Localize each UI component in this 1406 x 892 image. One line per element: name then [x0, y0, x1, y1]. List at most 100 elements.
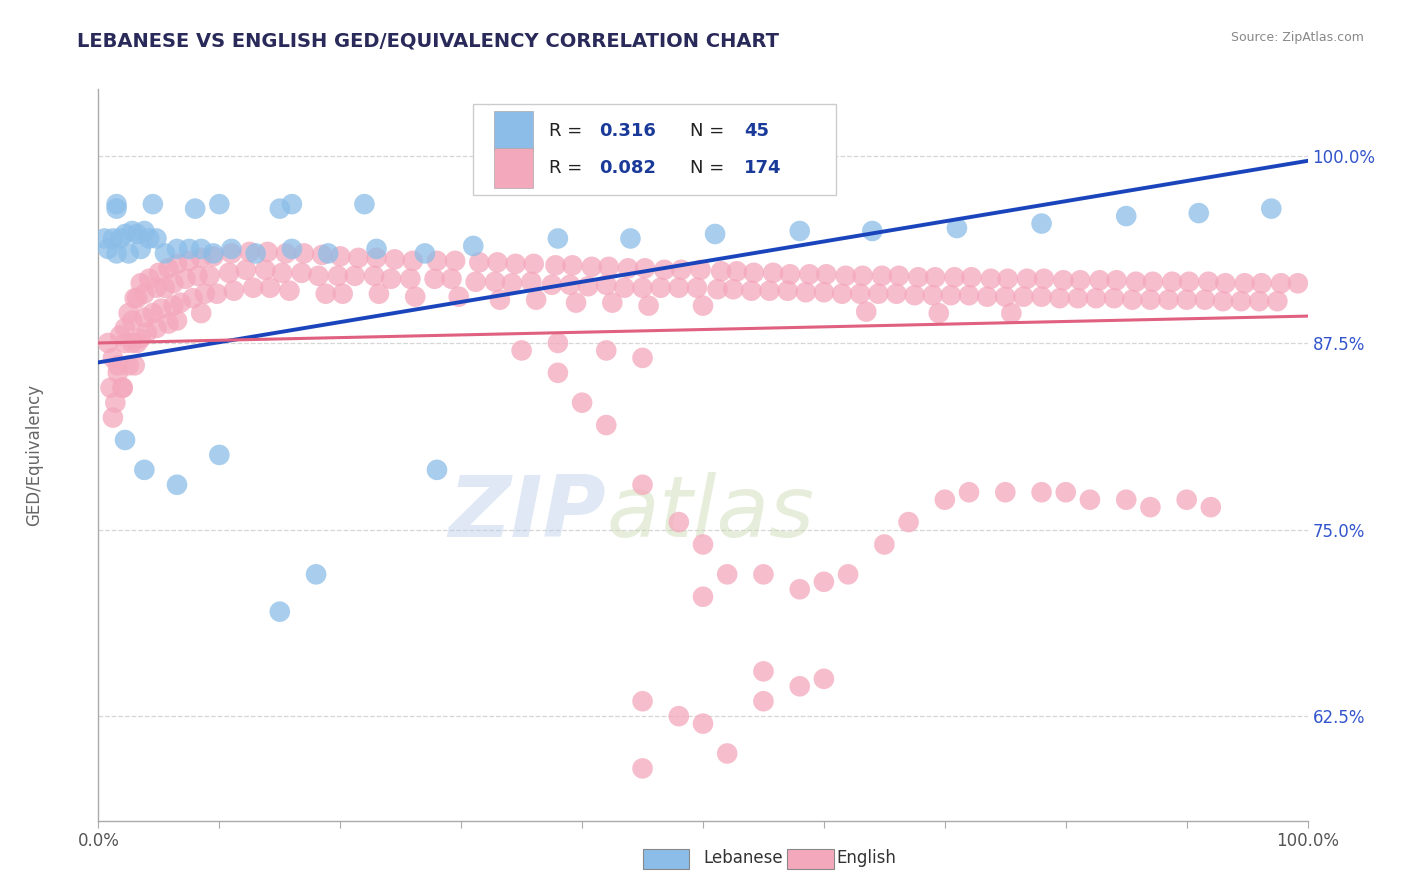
Point [595, 343, 617, 358]
Point [281, 242, 304, 256]
Point [631, 761, 654, 775]
Point [1049, 291, 1071, 305]
Point [1139, 293, 1161, 307]
Point [107, 366, 129, 380]
Point [1115, 209, 1137, 223]
Point [1085, 291, 1108, 305]
Point [138, 272, 160, 286]
Point [799, 268, 821, 282]
Point [540, 277, 562, 292]
Point [1175, 293, 1198, 307]
Point [852, 268, 875, 283]
Point [271, 266, 294, 280]
Point [235, 262, 257, 277]
Point [145, 281, 167, 295]
Point [118, 246, 141, 260]
Point [957, 288, 980, 302]
Point [380, 272, 402, 286]
Point [316, 246, 339, 260]
Point [650, 281, 672, 295]
Point [274, 246, 297, 260]
Point [162, 299, 184, 313]
Point [994, 290, 1017, 304]
Point [943, 270, 966, 285]
Point [269, 605, 291, 619]
Point [631, 477, 654, 491]
Point [706, 282, 728, 296]
Text: atlas: atlas [606, 472, 814, 555]
Point [97, 335, 120, 350]
Point [834, 268, 856, 283]
Text: ZIP: ZIP [449, 472, 606, 555]
Text: N =: N = [690, 122, 730, 140]
Point [837, 567, 859, 582]
Text: N =: N = [690, 159, 730, 177]
Point [939, 288, 962, 302]
Point [239, 244, 262, 259]
Point [100, 381, 122, 395]
Point [114, 433, 136, 447]
Point [269, 202, 291, 216]
Point [813, 672, 835, 686]
Point [1161, 275, 1184, 289]
Point [752, 665, 775, 679]
Text: Lebanese: Lebanese [703, 849, 783, 867]
Point [1031, 217, 1053, 231]
Point [1178, 275, 1201, 289]
Point [631, 281, 654, 295]
Point [716, 567, 738, 582]
Point [105, 202, 128, 216]
Text: 174: 174 [744, 159, 782, 177]
Point [849, 286, 872, 301]
Point [631, 694, 654, 708]
Point [208, 448, 231, 462]
Point [571, 395, 593, 409]
Point [190, 306, 212, 320]
Point [343, 268, 366, 283]
Bar [494, 148, 533, 188]
Point [205, 286, 228, 301]
Point [368, 286, 391, 301]
Point [994, 485, 1017, 500]
Point [921, 288, 943, 302]
Point [946, 221, 969, 235]
Point [145, 321, 167, 335]
Point [138, 231, 160, 245]
Point [384, 252, 406, 267]
Point [305, 567, 328, 582]
Point [114, 335, 136, 350]
Point [190, 251, 212, 265]
Point [134, 310, 156, 325]
Point [259, 281, 281, 295]
Point [399, 272, 422, 286]
Point [960, 270, 983, 285]
Point [105, 197, 128, 211]
Point [1194, 293, 1216, 307]
Point [520, 275, 543, 289]
Point [752, 567, 775, 582]
Point [619, 231, 641, 245]
Point [127, 335, 149, 350]
Point [281, 197, 304, 211]
Point [105, 246, 128, 260]
Point [637, 299, 659, 313]
Point [704, 227, 727, 241]
Point [1078, 492, 1101, 507]
Point [1105, 273, 1128, 287]
Point [1175, 492, 1198, 507]
Point [613, 281, 636, 295]
Point [1000, 306, 1022, 320]
Point [1260, 202, 1282, 216]
Text: Source: ZipAtlas.com: Source: ZipAtlas.com [1230, 31, 1364, 45]
Point [290, 266, 312, 280]
Point [157, 261, 180, 276]
Point [1033, 272, 1056, 286]
Point [1199, 500, 1222, 515]
Point [1015, 272, 1038, 286]
Point [779, 268, 801, 282]
Point [353, 197, 375, 211]
Point [547, 335, 569, 350]
Point [129, 331, 152, 345]
Point [366, 242, 388, 256]
Point [547, 231, 569, 245]
